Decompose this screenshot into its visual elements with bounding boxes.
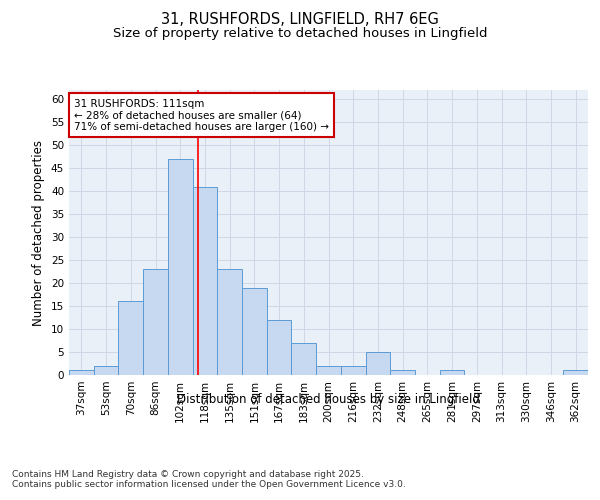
Bar xyxy=(563,370,588,375)
Bar xyxy=(365,352,390,375)
Bar xyxy=(390,370,415,375)
Text: Distribution of detached houses by size in Lingfield: Distribution of detached houses by size … xyxy=(178,392,480,406)
Bar xyxy=(94,366,118,375)
Bar xyxy=(168,159,193,375)
Bar xyxy=(242,288,267,375)
Bar xyxy=(69,370,94,375)
Bar xyxy=(292,343,316,375)
Bar xyxy=(118,302,143,375)
Bar xyxy=(341,366,365,375)
Bar xyxy=(267,320,292,375)
Text: 31, RUSHFORDS, LINGFIELD, RH7 6EG: 31, RUSHFORDS, LINGFIELD, RH7 6EG xyxy=(161,12,439,28)
Text: 31 RUSHFORDS: 111sqm
← 28% of detached houses are smaller (64)
71% of semi-detac: 31 RUSHFORDS: 111sqm ← 28% of detached h… xyxy=(74,98,329,132)
Bar xyxy=(143,270,168,375)
Y-axis label: Number of detached properties: Number of detached properties xyxy=(32,140,46,326)
Bar xyxy=(316,366,341,375)
Bar xyxy=(217,270,242,375)
Bar xyxy=(440,370,464,375)
Bar xyxy=(193,186,217,375)
Text: Contains HM Land Registry data © Crown copyright and database right 2025.
Contai: Contains HM Land Registry data © Crown c… xyxy=(12,470,406,490)
Text: Size of property relative to detached houses in Lingfield: Size of property relative to detached ho… xyxy=(113,28,487,40)
